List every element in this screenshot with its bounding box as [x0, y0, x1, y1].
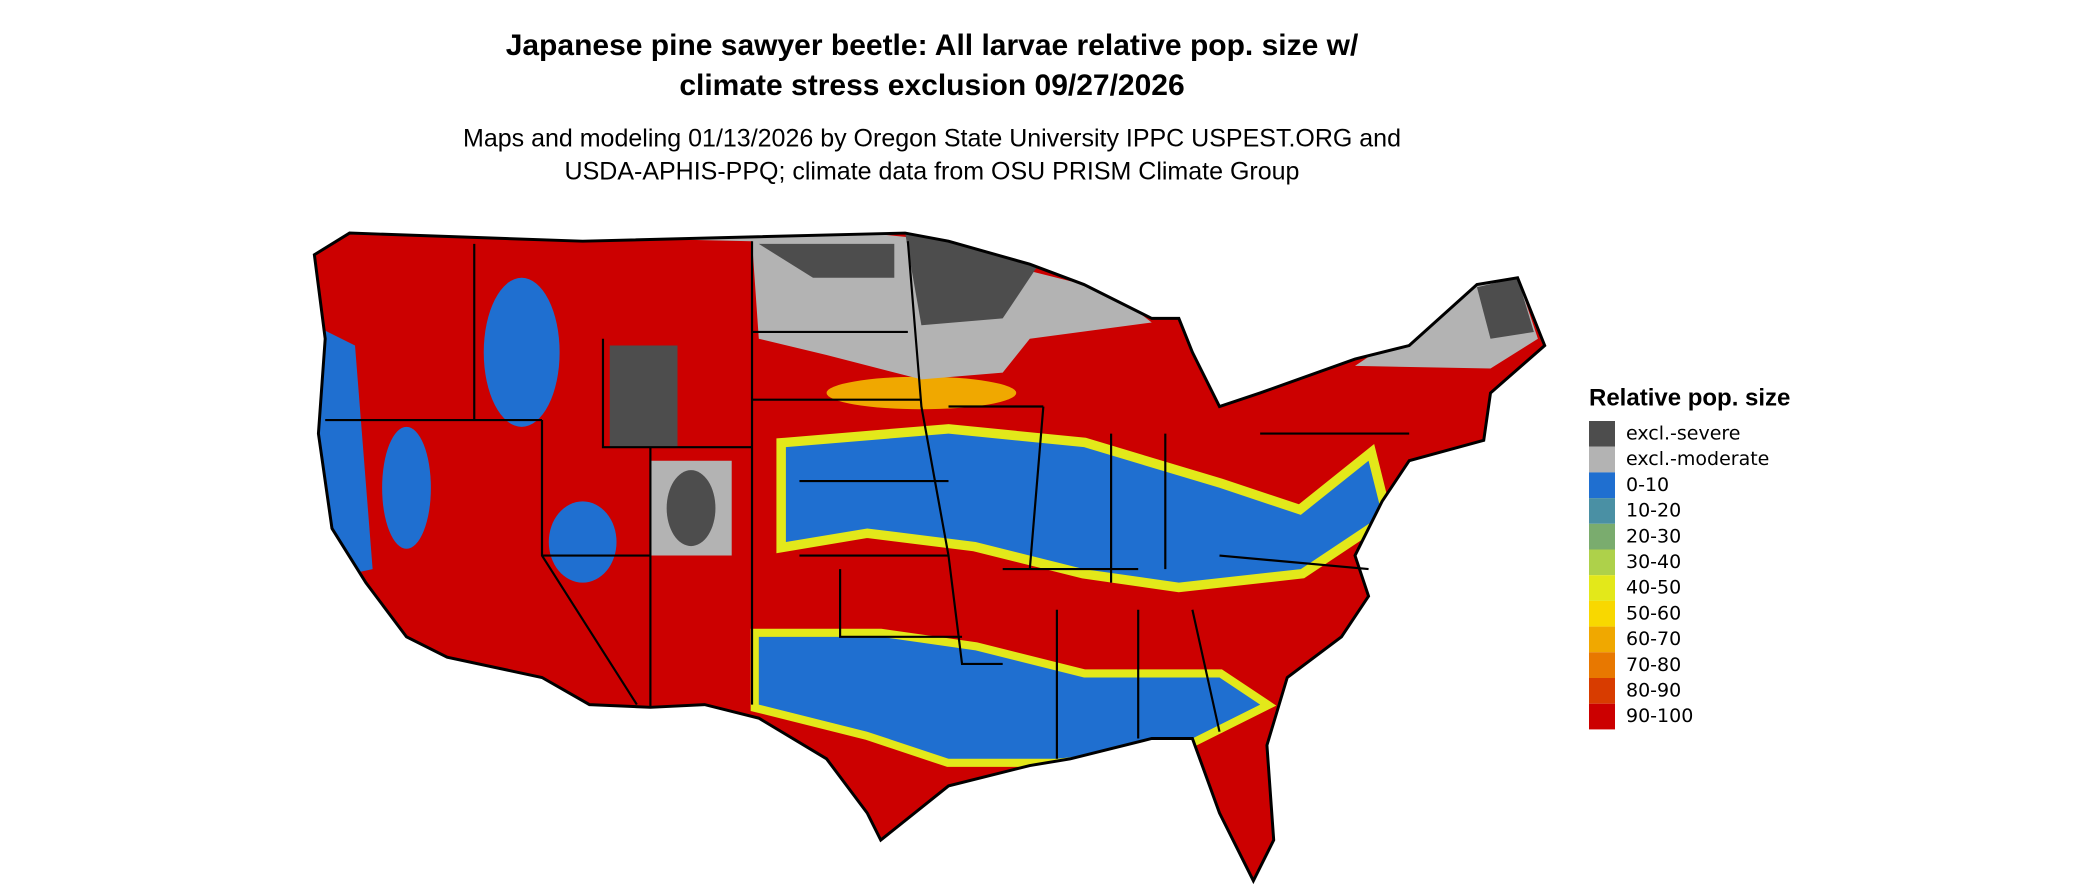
legend-label: 70-80: [1626, 654, 1681, 676]
legend-label: 20-30: [1626, 525, 1681, 547]
region: [609, 345, 678, 448]
region: [314, 325, 373, 576]
title: Japanese pine sawyer beetle: All larvae …: [506, 29, 1359, 62]
legend-title: Relative pop. size: [1589, 384, 1790, 411]
title: climate stress exclusion 09/27/2026: [679, 69, 1184, 102]
legend-label: 80-90: [1626, 680, 1681, 702]
legend-label: 10-20: [1626, 500, 1681, 522]
legend-swatch: [1589, 446, 1615, 473]
region: [382, 426, 431, 549]
legend-swatch: [1589, 626, 1615, 653]
region: [548, 501, 617, 583]
legend-label: 40-50: [1626, 577, 1681, 599]
legend-swatch: [1589, 678, 1615, 704]
legend-label: 60-70: [1626, 628, 1681, 650]
legend-swatch: [1589, 600, 1615, 627]
region: [483, 277, 560, 427]
region: [785, 433, 1383, 583]
legend-label: excl.-moderate: [1626, 448, 1769, 470]
legend-swatch: [1589, 472, 1615, 499]
legend-swatch: [1589, 498, 1615, 524]
legend: excl.-severe excl.-moderate 0-10 10-20 20-30…: [1589, 421, 1769, 730]
us-map: [312, 231, 1547, 883]
legend-label: 50-60: [1626, 602, 1681, 624]
region: [758, 243, 895, 278]
legend-swatch: [1589, 421, 1615, 447]
legend-label: 30-40: [1626, 551, 1681, 573]
region: [1476, 277, 1534, 339]
legend-swatch: [1589, 523, 1615, 550]
subtitle: USDA-APHIS-PPQ; climate data from OSU PR…: [565, 158, 1300, 186]
region: [826, 376, 1017, 410]
legend-swatch: [1589, 575, 1615, 601]
legend-swatch: [1589, 549, 1615, 576]
region: [758, 636, 1261, 759]
subtitle: Maps and modeling 01/13/2026 by Oregon S…: [463, 125, 1401, 153]
legend-label: excl.-severe: [1626, 423, 1741, 445]
legend-swatch: [1589, 652, 1615, 678]
legend-swatch: [1589, 703, 1615, 730]
legend-label: 90-100: [1626, 705, 1693, 727]
region: [666, 470, 716, 547]
legend-label: 0-10: [1626, 474, 1669, 496]
state-borders: [325, 241, 1410, 759]
